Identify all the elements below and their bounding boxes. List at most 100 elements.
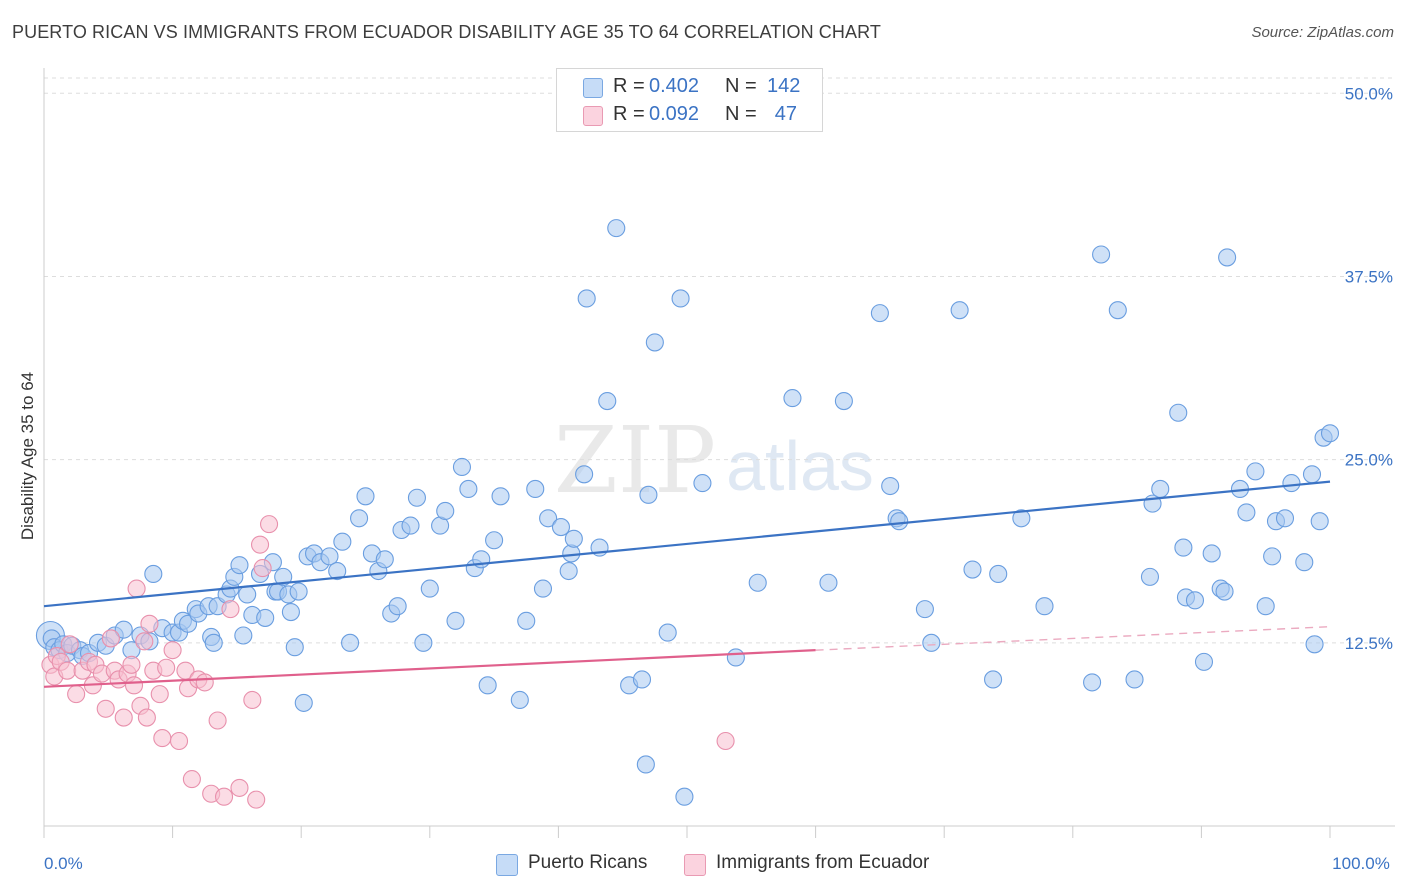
data-point [243,690,262,710]
data-point [1256,597,1275,616]
data-point [539,509,558,528]
legend-n-value: 142 [767,75,801,97]
data-point [285,638,304,657]
data-point [1275,509,1295,528]
data-point [963,560,982,579]
legend-swatch-pink [583,106,603,126]
data-point [559,561,578,581]
data-point [1202,544,1221,563]
legend-r-label: R = [613,75,645,97]
data-point [101,629,120,648]
data-point [658,623,677,642]
data-point [195,673,214,692]
data-point [1185,591,1205,610]
data-point [1218,248,1237,267]
data-point [182,770,201,789]
data-point [208,711,227,730]
data-point [526,479,545,499]
data-point [598,391,617,411]
data-point [890,512,909,531]
data-point [1012,509,1031,528]
data-point [401,516,420,535]
x-tick-label: 100.0% [1332,854,1390,873]
legend-swatch-blue [583,78,603,98]
y-tick-label: 50.0% [1345,84,1393,103]
data-point [214,787,234,806]
data-point [1035,597,1054,616]
y-tick-label: 37.5% [1345,267,1393,286]
data-point [436,501,455,520]
data-point [234,626,253,645]
data-point [783,389,802,408]
data-point [122,655,141,674]
data-point [333,532,352,551]
data-point [834,391,853,411]
data-point [870,304,889,323]
data-point [281,603,300,622]
data-point [446,611,465,630]
data-point [153,729,172,748]
data-point [256,608,275,627]
data-point [645,333,664,352]
trendline-puerto-ricans [43,480,1331,608]
data-point [414,633,433,652]
data-point [915,600,934,619]
data-point [204,633,223,652]
bottom-legend-label: Immigrants from Ecuador [716,852,930,873]
data-point [639,485,658,504]
data-point [632,670,652,689]
data-point [144,564,163,584]
data-point [1295,553,1314,572]
data-point [341,633,360,652]
legend-r-label: R = [613,103,645,125]
data-point [230,778,249,797]
data-point [989,564,1008,584]
legend-r-value: 0.092 [649,103,700,125]
y-tick-label: 25.0% [1345,451,1393,470]
data-point [1320,424,1340,443]
trendline-ecuador [43,649,816,688]
data-point [881,476,900,496]
data-point [575,465,594,484]
data-point [150,685,169,704]
data-point [452,457,472,477]
data-point [1215,582,1234,601]
data-point [636,755,655,774]
data-point [1174,538,1193,557]
data-point [58,661,77,680]
bottom-legend-swatch-pink [684,854,706,876]
data-point [375,550,394,569]
data-point [1282,474,1301,493]
data-point [137,708,156,727]
data-point [420,579,439,598]
data-point [127,579,146,598]
data-point [819,573,838,592]
legend-r-value: 0.402 [649,75,700,97]
x-tick-label: 0.0% [44,854,83,873]
watermark-zip: ZIP [554,407,716,514]
data-point [1305,635,1324,654]
y-axis-title: Disability Age 35 to 64 [18,372,37,540]
data-point [140,614,159,633]
y-tick-label: 12.5% [1345,634,1393,653]
source-label: Source: ZipAtlas.com [1251,24,1394,41]
data-point [96,699,115,718]
correlation-legend: R = 0.402 N = 142 R = 0.092 N = 47 [556,68,823,132]
data-point [250,535,270,554]
data-point [1151,479,1170,499]
data-point [67,685,86,704]
data-point [1194,652,1214,671]
data-point [459,479,478,499]
data-point [1108,301,1127,320]
data-point [169,731,189,751]
data-point [748,573,767,592]
data-point [1125,670,1144,689]
data-point [221,600,240,619]
data-point [922,633,941,652]
data-point [350,509,369,528]
data-point [1302,465,1322,484]
data-point [510,690,529,710]
data-point [157,658,176,677]
data-point [1246,462,1265,481]
data-point [238,585,257,604]
